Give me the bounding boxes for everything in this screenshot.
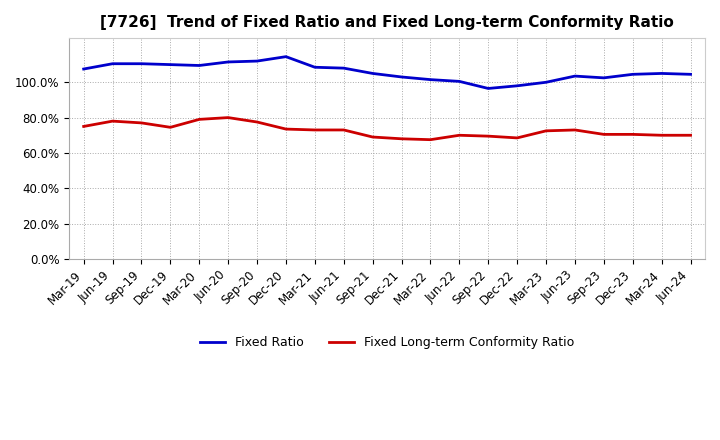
Fixed Ratio (657, 71, 666, 76)
Fixed Long-term Conformity Ratio (571, 127, 580, 132)
Fixed Ratio (224, 59, 233, 65)
Fixed Long-term Conformity Ratio (600, 132, 608, 137)
Fixed Ratio (339, 66, 348, 71)
Title: [7726]  Trend of Fixed Ratio and Fixed Long-term Conformity Ratio: [7726] Trend of Fixed Ratio and Fixed Lo… (100, 15, 674, 30)
Fixed Ratio (484, 86, 492, 91)
Fixed Long-term Conformity Ratio (629, 132, 637, 137)
Fixed Ratio (513, 83, 521, 88)
Fixed Long-term Conformity Ratio (484, 133, 492, 139)
Fixed Long-term Conformity Ratio (339, 127, 348, 132)
Legend: Fixed Ratio, Fixed Long-term Conformity Ratio: Fixed Ratio, Fixed Long-term Conformity … (195, 331, 579, 354)
Line: Fixed Ratio: Fixed Ratio (84, 57, 690, 88)
Fixed Long-term Conformity Ratio (426, 137, 435, 142)
Fixed Ratio (253, 59, 261, 64)
Fixed Ratio (571, 73, 580, 79)
Fixed Ratio (79, 66, 88, 72)
Fixed Long-term Conformity Ratio (397, 136, 406, 141)
Fixed Long-term Conformity Ratio (282, 126, 290, 132)
Fixed Ratio (108, 61, 117, 66)
Fixed Ratio (282, 54, 290, 59)
Fixed Ratio (369, 71, 377, 76)
Line: Fixed Long-term Conformity Ratio: Fixed Long-term Conformity Ratio (84, 117, 690, 139)
Fixed Long-term Conformity Ratio (253, 119, 261, 125)
Fixed Ratio (195, 63, 204, 68)
Fixed Long-term Conformity Ratio (369, 134, 377, 139)
Fixed Ratio (629, 72, 637, 77)
Fixed Ratio (455, 79, 464, 84)
Fixed Long-term Conformity Ratio (310, 127, 319, 132)
Fixed Ratio (166, 62, 175, 67)
Fixed Long-term Conformity Ratio (541, 128, 550, 133)
Fixed Ratio (600, 75, 608, 81)
Fixed Long-term Conformity Ratio (686, 132, 695, 138)
Fixed Ratio (137, 61, 145, 66)
Fixed Long-term Conformity Ratio (166, 125, 175, 130)
Fixed Long-term Conformity Ratio (108, 118, 117, 124)
Fixed Long-term Conformity Ratio (79, 124, 88, 129)
Fixed Ratio (541, 80, 550, 85)
Fixed Long-term Conformity Ratio (137, 120, 145, 125)
Fixed Ratio (310, 65, 319, 70)
Fixed Ratio (686, 72, 695, 77)
Fixed Long-term Conformity Ratio (455, 132, 464, 138)
Fixed Ratio (397, 74, 406, 80)
Fixed Long-term Conformity Ratio (657, 132, 666, 138)
Fixed Long-term Conformity Ratio (224, 115, 233, 120)
Fixed Long-term Conformity Ratio (195, 117, 204, 122)
Fixed Long-term Conformity Ratio (513, 135, 521, 140)
Fixed Ratio (426, 77, 435, 82)
